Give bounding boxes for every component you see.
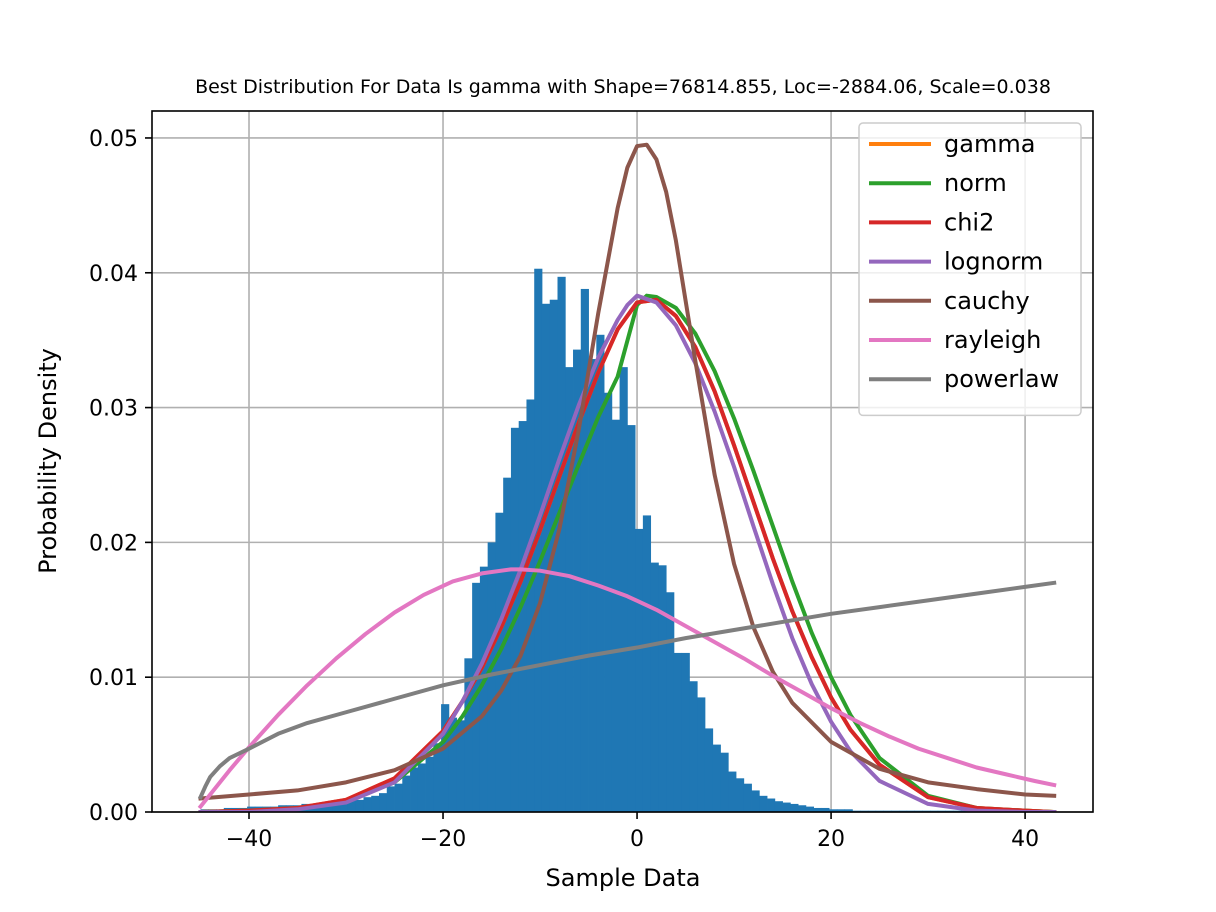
histogram-bar [503,477,512,812]
histogram-bar [743,783,752,812]
histogram-bar [394,783,403,812]
histogram-bar [495,512,504,812]
histogram-bar [363,797,372,812]
histogram-bar [386,786,395,812]
histogram-bar [666,592,675,812]
legend-label-norm: norm [944,169,1007,197]
x-tick-label: 0 [630,827,644,852]
histogram-bar [774,801,783,812]
y-tick-label: 0.00 [89,801,138,826]
histogram-bar [332,802,341,812]
legend-label-powerlaw: powerlaw [944,365,1059,393]
histogram-bar [573,349,582,812]
histogram-bar [642,515,652,812]
histogram-bar [518,421,527,812]
histogram-bar [464,658,473,812]
y-axis-label: Probability Density [34,348,62,574]
histogram-bar [526,399,535,812]
histogram-bar [720,752,729,812]
legend-label-rayleigh: rayleigh [944,326,1041,354]
histogram-bar [805,806,815,812]
plot-frame [151,110,1094,813]
y-tick-label: 0.04 [89,262,138,287]
histogram-bar [596,334,605,812]
histogram-bar [681,652,690,812]
histogram-bar [821,807,830,812]
histogram-bar [580,288,589,812]
histogram-bars [200,268,1055,813]
histogram-bar [759,795,768,812]
axes: −40 −20 0 20 40 0.00 0.01 0.02 0.03 0.04 0.05 [89,110,1094,852]
histogram-bar [697,697,706,812]
histogram-bar [813,807,822,812]
legend-label-cauchy: cauchy [944,287,1030,315]
distribution-lines [197,142,1057,812]
histogram-bar [487,542,496,812]
series-line-rayleigh [197,567,1057,810]
histogram-bar [767,798,776,812]
histogram-bar [673,652,683,812]
histogram-bar [712,744,721,812]
series-line-powerlaw [197,580,1057,800]
histogram-bar [790,803,799,812]
x-tick-label: −40 [226,827,272,852]
histogram-bar [751,790,760,812]
histogram-bar [324,802,333,812]
legend-label-gamma: gamma [944,130,1035,158]
histogram-bar [658,565,667,812]
histogram-bar [689,681,698,812]
histogram-bar [379,793,388,812]
histogram-bar [836,809,846,812]
histogram-bar [728,771,737,812]
histogram-bar [340,801,349,812]
histogram-bar [541,303,551,812]
histogram-bar [371,795,380,812]
histogram-bar [650,562,659,812]
chart-title: Best Distribution For Data Is gamma with… [195,76,1051,98]
histogram-bar [782,802,791,812]
series-line-lognorm [198,293,1057,812]
legend-label-chi2: chi2 [944,208,994,236]
y-tick-label: 0.03 [89,397,138,422]
legend-box [858,122,1082,417]
histogram-bar [557,276,566,812]
histogram-bar [347,799,357,812]
histogram-bar [736,778,745,812]
x-tick-label: −20 [420,827,466,852]
series-line-norm [198,293,1057,812]
histogram-bar [433,743,442,812]
histogram-bar [441,704,450,812]
histogram-bar [798,805,807,812]
histogram-bar [417,763,426,812]
series-line-cauchy [198,142,1057,801]
y-tick-label: 0.05 [89,127,138,152]
histogram-bar [604,392,613,812]
x-axis-label: Sample Data [546,864,701,892]
histogram-bar [565,367,574,812]
histogram-bar [456,720,465,812]
histogram-bar [627,425,636,812]
histogram-bar [410,767,419,812]
histogram-bar [635,528,644,812]
histogram-bar [619,367,628,812]
x-tick-label: 20 [817,827,845,852]
x-tick-label: 40 [1011,827,1039,852]
histogram-bar [611,419,620,812]
histogram-bar [829,809,838,812]
histogram-bar [355,799,364,812]
histogram-bar [425,756,434,812]
legend: gamma norm chi2 lognorm cauchy rayleigh powerl… [858,122,1082,417]
histogram-bar [448,717,458,812]
histogram-bar [844,809,853,812]
histogram-bar [402,775,411,812]
histogram-bar [704,728,714,812]
y-tick-label: 0.02 [89,531,138,556]
histogram-bar [479,566,489,812]
legend-label-lognorm: lognorm [944,248,1043,276]
y-tick-label: 0.01 [89,666,138,691]
